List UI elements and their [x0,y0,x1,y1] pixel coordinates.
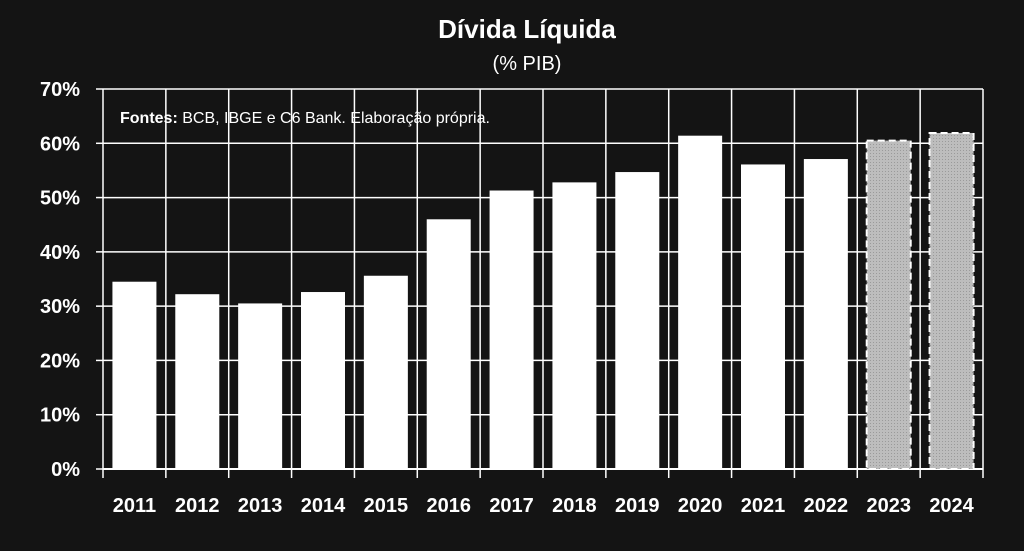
bar-2014 [301,292,345,469]
x-tick-label: 2015 [364,495,409,517]
x-tick-label: 2021 [741,495,786,517]
y-tick-label: 20% [40,350,80,372]
source-note-text: BCB, IBGE e C6 Bank. Elaboração própria. [178,110,490,127]
x-axis: 2011 2012 2013 2014 2015 2016 2017 2018 2019 2020… [113,495,975,517]
x-tick-label: 2011 [113,495,156,517]
y-tick-label: 50% [40,188,80,210]
chart-title: Dívida Líquida [438,14,616,44]
bar-2022 [803,159,848,469]
bar-2015 [363,275,408,469]
y-tick-label: 70% [40,79,80,101]
bar-2021 [741,164,785,469]
bar-2018 [552,182,597,469]
bar-2011 [112,281,157,469]
y-tick-label: 0% [51,459,80,481]
x-tick-label: 2022 [804,495,849,517]
x-tick-label: 2023 [866,495,911,517]
y-tick-label: 30% [40,296,80,318]
x-tick-label: 2012 [175,495,220,517]
gridlines [102,88,984,478]
bar-2019 [615,172,660,470]
chart-subtitle: (% PIB) [493,53,562,75]
bar-2020 [678,135,723,469]
bar-2013 [238,303,283,469]
x-tick-label: 2020 [678,495,723,517]
x-tick-label: 2019 [615,495,660,517]
source-note: Fontes: BCB, IBGE e C6 Bank. Elaboração … [120,110,490,127]
x-tick-label: 2018 [552,495,597,517]
y-axis: 0% 10% 20% 30% 40% 50% 60% 70% [40,79,103,481]
y-tick-label: 60% [40,133,80,155]
x-tick-label: 2017 [489,495,534,517]
bars [112,131,975,470]
y-tick-label: 40% [40,242,80,264]
bar-projected-2023 [865,139,912,470]
bar-projected-2024 [928,131,975,470]
bar-2016 [426,219,471,469]
x-tick-label: 2013 [238,495,283,517]
y-tick-label: 10% [40,405,80,427]
source-note-label: Fontes: [120,110,178,127]
x-tick-label: 2014 [301,495,346,517]
x-tick-label: 2024 [929,495,974,517]
bar-2012 [175,294,220,469]
x-tick-label: 2016 [426,495,471,517]
bar-2017 [489,190,534,469]
